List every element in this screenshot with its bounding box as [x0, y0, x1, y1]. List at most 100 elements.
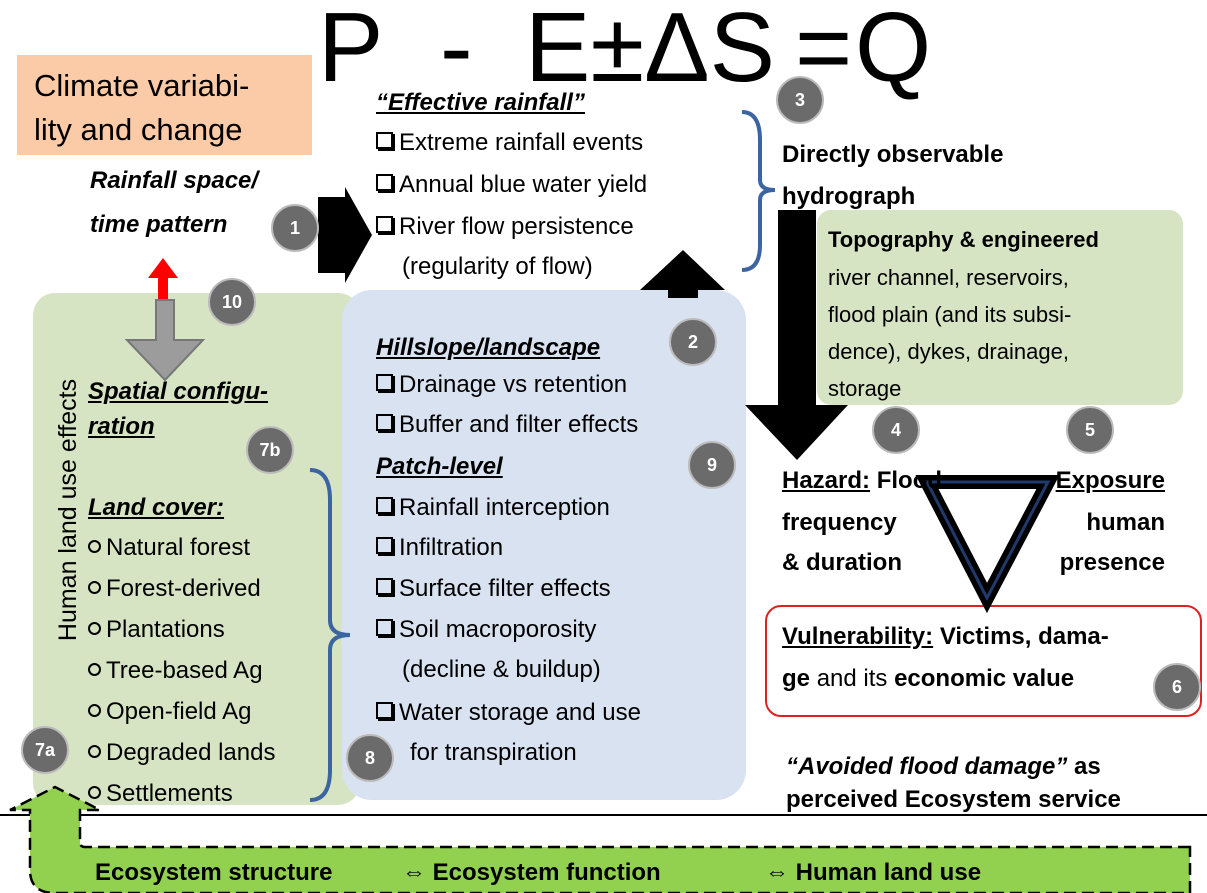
step-marker: 10: [208, 278, 256, 326]
bullet: [88, 622, 101, 635]
item: Surface filter effects: [376, 574, 611, 604]
climate-panel: [17, 55, 312, 155]
vulnerability-label: Vulnerability:: [782, 623, 934, 650]
topography-text: dence), dykes, drainage,: [828, 339, 1069, 364]
heading: Spatial configu-: [88, 378, 268, 405]
bullet: [88, 786, 101, 799]
arrow-2: [640, 250, 725, 298]
topography-text: flood plain (and its subsi-: [828, 302, 1072, 327]
equation-term: P: [318, 0, 384, 102]
item: River flow persistence: [376, 212, 634, 242]
item: Drainage vs retention: [376, 370, 627, 400]
step-marker: 3: [776, 76, 824, 124]
bullet: [88, 745, 101, 758]
rainfall-text: time pattern: [90, 211, 228, 238]
land-cover-text: Natural forest: [106, 534, 251, 561]
arrow-1: [318, 187, 372, 283]
topography-text: storage: [828, 376, 902, 401]
checkbox: [376, 374, 393, 391]
service-text: “Avoided flood damage” as: [786, 752, 1101, 782]
brace-left: [309, 468, 351, 802]
bullet: [88, 663, 101, 676]
arrow-down: [745, 210, 848, 460]
landscape-panel: [342, 290, 746, 800]
heading: ration: [88, 413, 155, 440]
equation-term: E±ΔS: [525, 0, 775, 102]
heading: “Effective rainfall”: [376, 89, 585, 116]
checkbox: [376, 216, 393, 233]
heading: Land cover:: [88, 494, 225, 521]
step-marker: 8: [346, 734, 394, 782]
land-cover-text: Plantations: [106, 616, 225, 643]
topography-heading: Topography & engineered: [828, 227, 1099, 252]
item-text: Surface filter effects: [399, 575, 611, 602]
equation-term: Q: [855, 0, 932, 102]
vulnerability-text: ge and its economic value: [782, 664, 1074, 694]
loop-text: ⇔ Human land use: [765, 859, 982, 886]
topography-text: river channel, reservoirs,: [828, 265, 1069, 290]
exposure-label: Exposure: [1055, 467, 1165, 494]
climate-text: Climate variabi-: [34, 68, 250, 103]
item: Buffer and filter effects: [376, 410, 638, 440]
item: Extreme rainfall events: [376, 128, 643, 158]
land-cover-text: Tree-based Ag: [106, 657, 263, 684]
hazard-text: frequency: [782, 509, 897, 536]
item: Rainfall interception: [376, 493, 610, 523]
step-marker: 2: [669, 318, 717, 366]
checkbox: [376, 702, 393, 719]
brace-right: [741, 110, 776, 272]
bullet: [88, 540, 101, 553]
step-marker: 5: [1066, 406, 1114, 454]
loop-text: ⇔ Ecosystem function: [402, 859, 661, 886]
item-text: (decline & buildup): [402, 656, 601, 683]
item-text: for transpiration: [410, 739, 577, 766]
loop-text: Ecosystem structure: [95, 859, 333, 886]
arrow-red: [148, 258, 178, 300]
item-text: Infiltration: [399, 534, 504, 561]
hazard-label: Hazard:: [782, 467, 871, 494]
item-text: Water storage and use: [399, 699, 641, 726]
land-cover-item: Settlements: [88, 779, 233, 809]
checkbox: [376, 497, 393, 514]
item: Soil macroporosity: [376, 615, 596, 645]
checkbox: [376, 619, 393, 636]
climate-text: lity and change: [34, 112, 243, 147]
checkbox: [376, 132, 393, 149]
land-cover-text: Settlements: [106, 780, 233, 807]
land-cover-text: Forest-derived: [106, 575, 261, 602]
heading: Patch-level: [376, 453, 503, 480]
checkbox: [376, 414, 393, 431]
service-quote: “Avoided flood damage”: [786, 753, 1068, 780]
item-text: Drainage vs retention: [399, 371, 628, 398]
heading: Hillslope/landscape: [376, 334, 601, 361]
equation-term: -: [440, 0, 473, 102]
step-marker: 6: [1153, 663, 1201, 711]
vulnerability-value: economic value: [894, 665, 1075, 692]
item-text: Extreme rainfall events: [399, 129, 644, 156]
step-marker: 7b: [246, 426, 294, 474]
land-cover-item: Open-field Ag: [88, 697, 251, 727]
vulnerability-text: Vulnerability: Victims, dama-: [782, 622, 1109, 652]
land-cover-item: Plantations: [88, 615, 225, 645]
item-text: River flow persistence: [399, 213, 634, 240]
item-text: Soil macroporosity: [399, 616, 597, 643]
service-text: as: [1074, 753, 1101, 780]
item-text: Buffer and filter effects: [399, 411, 639, 438]
land-cover-item: Degraded lands: [88, 738, 275, 768]
step-marker: 1: [271, 204, 319, 252]
checkbox: [376, 578, 393, 595]
land-cover-text: Open-field Ag: [106, 698, 252, 725]
checkbox: [376, 537, 393, 554]
step-marker: 7a: [21, 726, 69, 774]
vulnerability-value: Victims, dama-: [939, 623, 1109, 650]
item: Annual blue water yield: [376, 170, 647, 200]
land-cover-item: Forest-derived: [88, 574, 261, 604]
land-cover-item: Natural forest: [88, 533, 250, 563]
triangle-inner: [924, 480, 1051, 602]
item: Infiltration: [376, 533, 503, 563]
hydrograph-text: Directly observable: [782, 141, 1004, 168]
rainfall-text: Rainfall space/: [90, 167, 259, 194]
item-text: Rainfall interception: [399, 494, 610, 521]
